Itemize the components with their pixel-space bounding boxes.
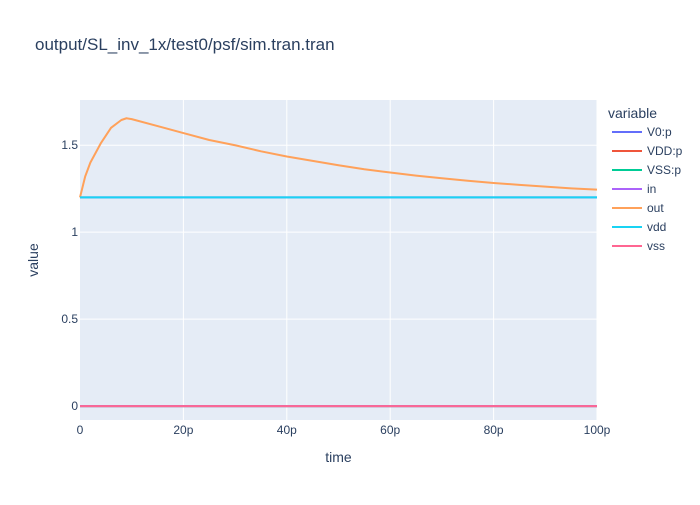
x-tick-label: 0 [77,423,84,437]
legend-label: vdd [647,220,666,234]
legend-title: variable [608,105,657,121]
legend[interactable]: variable V0:p VDD:p VSS:p in out vdd vss [608,105,683,253]
legend-label: VDD:p [647,144,683,158]
legend-item[interactable]: V0:p [612,125,672,139]
legend-item[interactable]: in [612,182,656,196]
legend-label: vss [647,239,665,253]
y-axis-label: value [25,243,41,277]
x-tick-label: 80p [484,423,504,437]
tick-labels: 0 20p 40p 60p 80p 100p 0 0.5 1 1.5 [61,138,610,437]
legend-label: out [647,201,664,215]
y-tick-label: 0 [71,399,78,413]
plot-area [80,100,597,420]
legend-label: VSS:p [647,163,681,177]
legend-label: in [647,182,656,196]
legend-item[interactable]: out [612,201,664,215]
legend-item[interactable]: VSS:p [612,163,681,177]
legend-item[interactable]: VDD:p [612,144,683,158]
x-tick-label: 60p [380,423,400,437]
legend-label: V0:p [647,125,672,139]
x-axis-label: time [325,449,352,465]
series-layer[interactable] [79,117,598,408]
chart-title: output/SL_inv_1x/test0/psf/sim.tran.tran [35,35,335,54]
y-tick-label: 1.5 [61,138,78,152]
x-tick-label: 100p [584,423,611,437]
x-tick-label: 40p [277,423,297,437]
y-tick-label: 0.5 [61,312,78,326]
y-tick-label: 1 [71,225,78,239]
legend-item[interactable]: vdd [612,220,666,234]
series-line-out[interactable] [79,117,598,198]
legend-item[interactable]: vss [612,239,665,253]
legend-items[interactable]: V0:p VDD:p VSS:p in out vdd vss [612,125,683,253]
x-tick-label: 20p [173,423,193,437]
